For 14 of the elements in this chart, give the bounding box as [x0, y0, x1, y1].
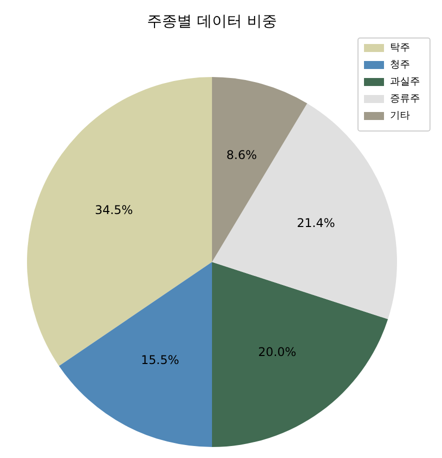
pie-slice [27, 77, 212, 366]
data-label: 8.6% [226, 148, 257, 162]
legend-label: 과실주 [390, 76, 420, 88]
pie-slice [58, 262, 212, 447]
data-label: 20.0% [258, 344, 296, 359]
legend-label: 기타 [390, 110, 410, 122]
data-label: 34.5% [94, 203, 133, 218]
data-label: 15.5% [140, 353, 180, 368]
legend-label: 탁주 [390, 42, 410, 54]
data-label: 21.4% [296, 216, 336, 230]
chart-title: 주종별 데이터 비중 [147, 12, 277, 30]
legend-label: 청주 [390, 60, 410, 70]
pie-slice [212, 262, 388, 447]
legend-label: 증류주 [390, 94, 420, 104]
